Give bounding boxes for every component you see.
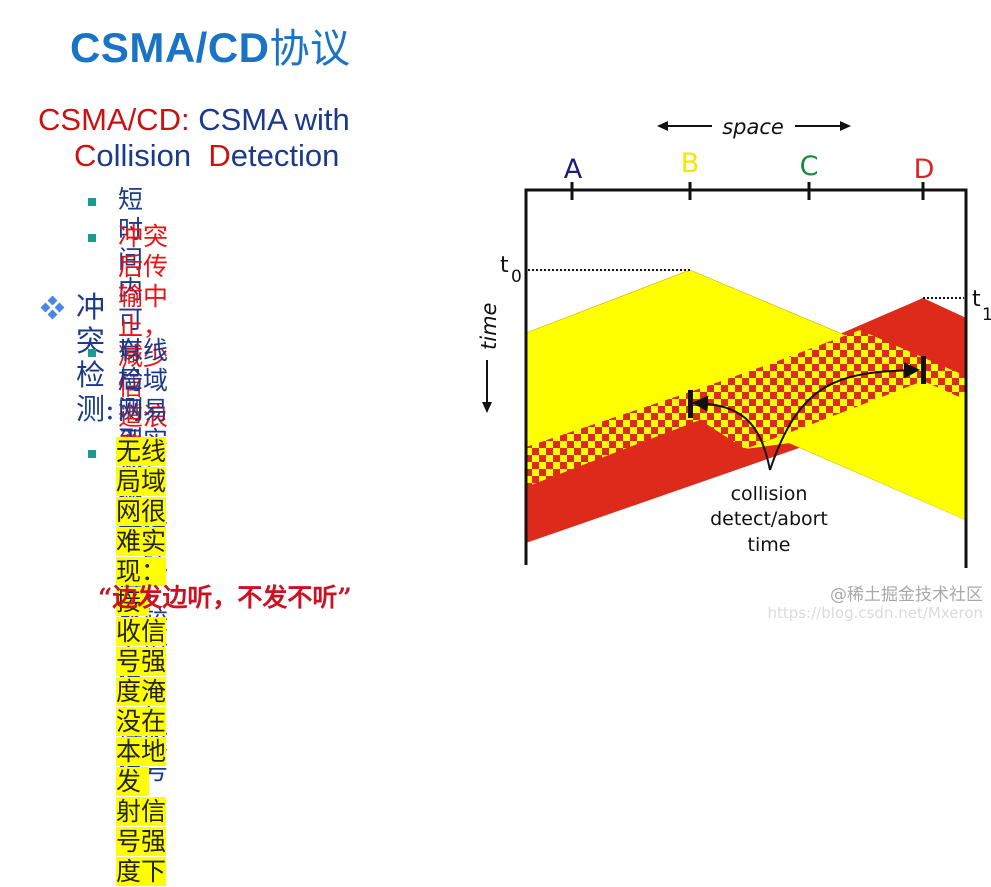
square-bullet-icon [88,349,96,357]
node-d-label: D [914,154,935,185]
subtitle-ollision: ollision [96,138,192,173]
red-signal-upper [860,298,966,376]
watermark-url: https://blog.csdn.net/Mxeron [767,604,983,622]
annotation-arrow-left [692,395,771,471]
t0-subscript: 0 [511,267,522,287]
space-axis-label: space [657,115,851,139]
subtitle-expansion: CSMA with [189,102,350,137]
abort-bar-d [921,356,926,384]
subtitle-etection: etection [230,138,340,173]
annotation-arrow-right [769,362,920,471]
arrow-down-icon [482,402,492,413]
diagram-frame [524,182,968,568]
abort-bar-b [688,390,693,418]
subtitle-acronym: CSMA/CD: [38,102,190,137]
collision-region-band [527,330,966,487]
watermark: @稀土掘金技术社区 https://blog.csdn.net/Mxeron [767,586,983,622]
csma-cd-diagram: space A B C D [477,115,991,568]
diamond-bullet-icon [40,296,65,320]
sub-bullet-line: 射信号强度下 [116,797,167,886]
annotation-line: detect/abort [710,508,828,530]
subtitle-line2: Collision Detection [38,138,350,174]
t0-label: t [500,253,509,278]
subtitle-c-letter: C [74,138,97,173]
t1-subscript: 1 [982,305,991,325]
yellow-signal-lower [745,381,966,520]
node-c-label: C [800,151,819,182]
watermark-line: @稀土掘金技术社区 [830,585,983,605]
red-signal-lower [527,420,790,540]
section-heading: 冲突检测: [76,290,115,426]
annotation-line: time [748,534,791,556]
sub-bullet-line: 收信号强度淹没在本地发 [116,617,167,796]
t1-label: t [972,287,981,312]
subtitle: CSMA/CD: CSMA with Collision Detection [38,102,350,174]
time-axis-label: time [477,303,501,413]
slide-title-cn: 协议 [269,26,351,72]
node-a-label: A [564,154,583,185]
arrow-left-icon [657,121,668,131]
square-bullet-icon [88,198,96,206]
arrow-right-icon [840,121,851,131]
node-b-label: B [681,148,700,179]
square-bullet-icon [88,234,96,242]
subtitle-d-letter: D [208,138,231,173]
time-label: time [477,303,501,350]
slogan-quote: “边发边听，不发不听” [98,583,352,612]
slide-title-latin: CSMA/CD [70,24,270,71]
bullet-item-line: 冲突后传输中止，减少信 [118,222,169,401]
space-label: space [722,115,784,139]
square-bullet-icon [88,450,96,458]
annotation-line: collision [731,483,808,505]
slide-title: CSMA/CD协议 [70,16,351,74]
